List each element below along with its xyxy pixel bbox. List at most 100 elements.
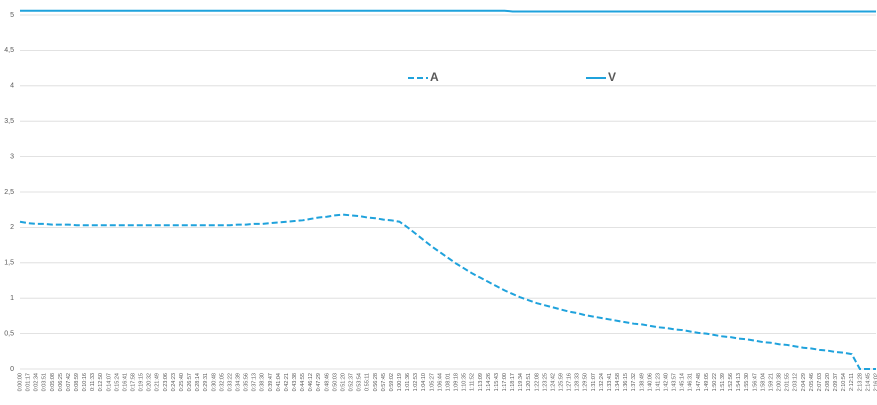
y-tick-label: 0,5 bbox=[4, 330, 14, 337]
x-tick-label: 0:38:30 bbox=[260, 373, 266, 391]
x-tick-label: 1:28:33 bbox=[575, 373, 581, 391]
x-tick-label: 0:48:46 bbox=[324, 373, 330, 391]
y-tick-label: 5 bbox=[10, 12, 14, 19]
x-tick-label: 1:46:31 bbox=[688, 373, 694, 391]
x-tick-label: 0:16:41 bbox=[122, 373, 128, 391]
x-tick-label: 1:41:23 bbox=[655, 373, 661, 391]
x-tick-label: 0:33:22 bbox=[227, 373, 233, 391]
x-tick-label: 0:32:05 bbox=[219, 373, 225, 391]
x-tick-label: 0:56:28 bbox=[373, 373, 379, 391]
x-tick-label: 1:19:34 bbox=[518, 373, 524, 391]
x-tick-label: 0:34:39 bbox=[235, 373, 241, 391]
x-tick-label: 0:53:54 bbox=[357, 373, 363, 391]
x-tick-label: 0:23:06 bbox=[163, 373, 169, 391]
x-tick-label: 0:06:25 bbox=[58, 373, 64, 391]
x-tick-label: 1:32:24 bbox=[599, 373, 605, 391]
x-tick-label: 0:52:37 bbox=[349, 373, 355, 391]
x-tick-label: 0:05:08 bbox=[50, 373, 56, 391]
y-tick-label: 3 bbox=[10, 153, 14, 160]
x-tick-label: 1:02:53 bbox=[413, 373, 419, 391]
x-tick-label: 1:50:22 bbox=[712, 373, 718, 391]
y-tick-label: 2 bbox=[10, 224, 14, 231]
x-tick-label: 1:01:36 bbox=[405, 373, 411, 391]
x-tick-label: 1:04:10 bbox=[421, 373, 427, 391]
x-tick-label: 1:59:21 bbox=[768, 373, 774, 391]
x-tick-label: 1:34:58 bbox=[615, 373, 621, 391]
x-tick-label: 0:29:31 bbox=[203, 373, 209, 391]
x-tick-label: 0:46:12 bbox=[308, 373, 314, 391]
x-tick-label: 1:27:16 bbox=[567, 373, 573, 391]
x-tick-label: 0:41:04 bbox=[276, 373, 282, 391]
x-tick-label: 2:09:37 bbox=[833, 373, 839, 391]
x-tick-label: 1:00:19 bbox=[397, 373, 403, 391]
x-tick-label: 0:00:00 bbox=[17, 373, 23, 391]
x-tick-label: 1:33:41 bbox=[607, 373, 613, 391]
x-tick-label: 0:11:33 bbox=[90, 373, 96, 391]
x-tick-label: 1:56:47 bbox=[752, 373, 758, 391]
legend-label: A bbox=[430, 70, 439, 84]
x-tick-label: 1:15:43 bbox=[494, 373, 500, 391]
y-tick-label: 1,5 bbox=[4, 260, 14, 267]
x-tick-label: 1:29:50 bbox=[583, 373, 589, 391]
x-tick-label: 0:55:11 bbox=[365, 373, 371, 391]
x-tick-label: 1:45:14 bbox=[680, 373, 686, 391]
x-tick-label: 2:08:20 bbox=[825, 373, 831, 391]
x-tick-label: 1:20:51 bbox=[526, 373, 532, 391]
x-tick-label: 0:35:56 bbox=[244, 373, 250, 391]
x-tick-label: 1:06:44 bbox=[437, 373, 443, 391]
x-tick-label: 1:10:35 bbox=[462, 373, 468, 391]
x-tick-label: 0:28:14 bbox=[195, 373, 201, 391]
series-line bbox=[20, 9, 876, 13]
x-tick-label: 2:00:38 bbox=[777, 373, 783, 391]
x-tick-label: 1:38:49 bbox=[639, 373, 645, 391]
x-tick-label: 0:01:17 bbox=[26, 373, 32, 391]
x-tick-label: 0:59:02 bbox=[389, 373, 395, 391]
x-tick-label: 1:18:17 bbox=[510, 373, 516, 391]
x-tick-label: 0:20:32 bbox=[147, 373, 153, 391]
x-tick-label: 1:43:57 bbox=[672, 373, 678, 391]
x-tick-label: 2:14:45 bbox=[865, 373, 871, 391]
x-tick-label: 2:12:11 bbox=[849, 373, 855, 391]
series-line bbox=[19, 213, 876, 370]
x-tick-label: 1:49:05 bbox=[704, 373, 710, 391]
x-tick-label: 0:17:58 bbox=[131, 373, 137, 391]
x-tick-label: 0:44:55 bbox=[300, 373, 306, 391]
x-tick-label: 1:54:13 bbox=[736, 373, 742, 391]
x-tick-label: 1:14:26 bbox=[486, 373, 492, 391]
x-tick-label: 1:51:39 bbox=[720, 373, 726, 391]
legend-label: V bbox=[608, 70, 616, 84]
x-tick-label: 0:26:57 bbox=[187, 373, 193, 391]
x-tick-label: 1:24:42 bbox=[550, 373, 556, 391]
x-tick-label: 2:05:46 bbox=[809, 373, 815, 391]
x-tick-label: 0:10:16 bbox=[82, 373, 88, 391]
x-tick-label: 2:01:55 bbox=[785, 373, 791, 391]
x-tick-label: 2:03:12 bbox=[793, 373, 799, 391]
x-tick-label: 1:47:48 bbox=[696, 373, 702, 391]
x-tick-label: 0:51:20 bbox=[340, 373, 346, 391]
y-tick-label: 2,5 bbox=[4, 189, 14, 196]
x-tick-label: 0:14:07 bbox=[106, 373, 112, 391]
x-tick-label: 0:24:23 bbox=[171, 373, 177, 391]
y-tick-label: 4 bbox=[10, 83, 14, 90]
x-tick-label: 0:07:42 bbox=[66, 373, 72, 391]
x-tick-label: 1:22:08 bbox=[534, 373, 540, 391]
x-tick-label: 1:17:00 bbox=[502, 373, 508, 391]
x-tick-label: 0:12:50 bbox=[98, 373, 104, 391]
x-tick-label: 1:11:52 bbox=[470, 373, 476, 391]
x-tick-label: 0:37:13 bbox=[252, 373, 258, 391]
x-tick-label: 0:30:48 bbox=[211, 373, 217, 391]
x-tick-label: 1:55:30 bbox=[744, 373, 750, 391]
x-tick-label: 1:40:06 bbox=[647, 373, 653, 391]
x-tick-label: 1:25:59 bbox=[559, 373, 565, 391]
x-tick-label: 0:08:59 bbox=[74, 373, 80, 391]
x-tick-label: 1:37:32 bbox=[631, 373, 637, 391]
x-tick-label: 1:31:07 bbox=[591, 373, 597, 391]
x-tick-label: 0:50:03 bbox=[332, 373, 338, 391]
x-tick-label: 0:57:45 bbox=[381, 373, 387, 391]
x-tick-label: 0:15:24 bbox=[114, 373, 120, 391]
x-tick-label: 1:09:18 bbox=[454, 373, 460, 391]
x-tick-label: 2:07:03 bbox=[817, 373, 823, 391]
x-tick-label: 0:21:49 bbox=[155, 373, 161, 391]
x-tick-label: 1:36:15 bbox=[623, 373, 629, 391]
